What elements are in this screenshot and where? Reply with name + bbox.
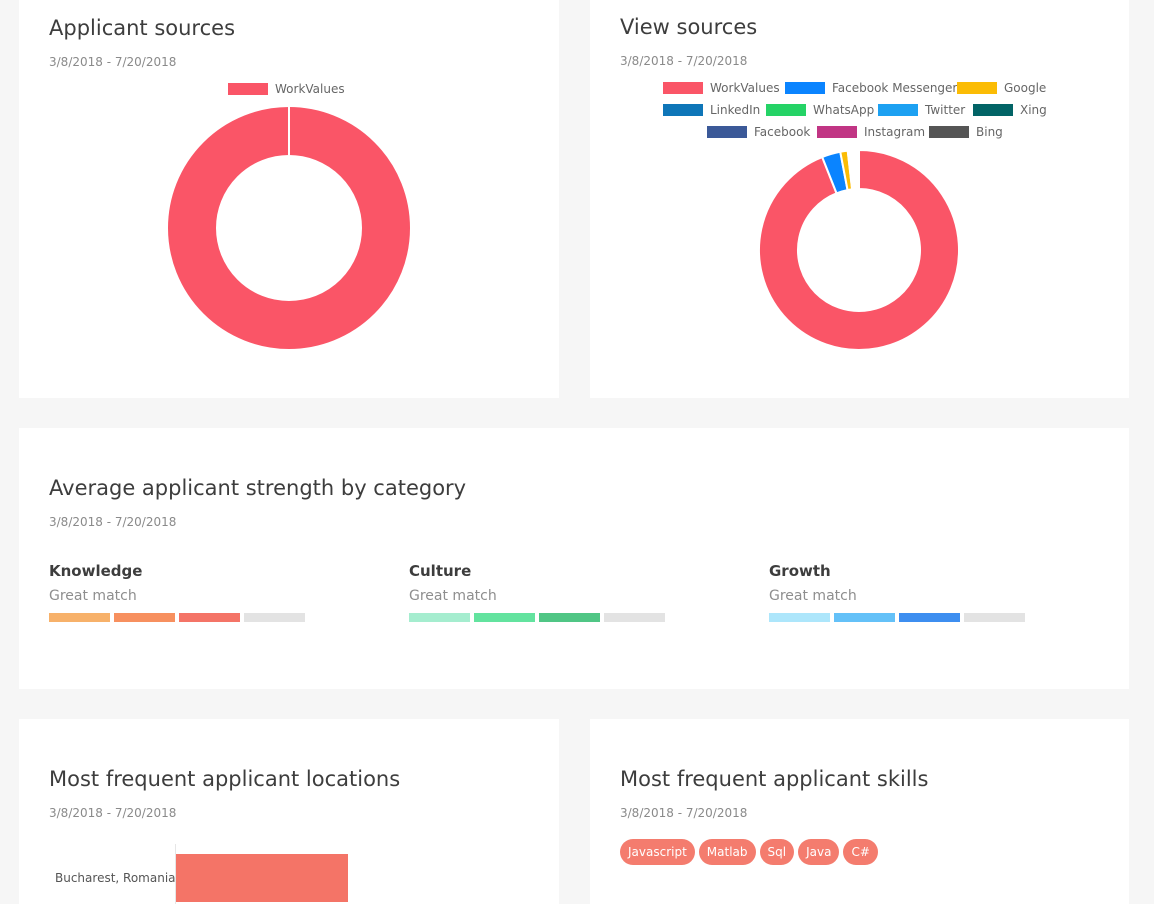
legend-item-facebook-messenger[interactable]: Facebook Messenger [785, 81, 957, 95]
strength-segment [49, 613, 110, 622]
strength-meter [409, 613, 709, 622]
legend-swatch [973, 104, 1013, 116]
skills-card: Most frequent applicant skills 3/8/2018 … [590, 719, 1129, 904]
legend-item-workvalues[interactable]: WorkValues [663, 81, 780, 95]
legend-label: Xing [1020, 103, 1047, 117]
category-knowledge: Knowledge Great match [49, 562, 349, 622]
legend-item-workvalues[interactable]: WorkValues [228, 82, 345, 96]
legend-label: WorkValues [710, 81, 780, 95]
strength-segment [769, 613, 830, 622]
legend-label: LinkedIn [710, 103, 761, 117]
strength-segment [539, 613, 600, 622]
strength-segment [899, 613, 960, 622]
locations-card: Most frequent applicant locations 3/8/20… [19, 719, 559, 904]
legend-label: Bing [976, 125, 1003, 139]
view-sources-card: View sources 3/8/2018 - 7/20/2018 WorkVa… [590, 0, 1129, 398]
view-sources-donut-chart [758, 148, 960, 351]
legend-swatch [663, 82, 703, 94]
legend-swatch [707, 126, 747, 138]
category-growth: Growth Great match [769, 562, 1069, 622]
strength-meter [49, 613, 349, 622]
legend-item-whatsapp[interactable]: WhatsApp [766, 103, 874, 117]
strength-title: Average applicant strength by category [49, 476, 467, 500]
legend-swatch [663, 104, 703, 116]
legend-swatch [957, 82, 997, 94]
strength-segment [179, 613, 240, 622]
strength-segment [409, 613, 470, 622]
locations-title: Most frequent applicant locations [49, 767, 401, 791]
legend-swatch [766, 104, 806, 116]
skill-tag[interactable]: Java [798, 839, 840, 865]
applicant-sources-donut-chart [168, 107, 410, 349]
donut-slice-bing[interactable] [856, 148, 860, 191]
category-name: Knowledge [49, 562, 143, 580]
legend-swatch [878, 104, 918, 116]
skills-tag-list: Javascript Matlab Sql Java C# [620, 839, 882, 865]
skill-tag[interactable]: Javascript [620, 839, 695, 865]
strength-segment [604, 613, 665, 622]
bar-label-bucharest: Bucharest, Romania [55, 871, 176, 885]
legend-item-twitter[interactable]: Twitter [878, 103, 965, 117]
legend-item-xing[interactable]: Xing [973, 103, 1047, 117]
category-match: Great match [49, 588, 137, 604]
legend-label: Facebook Messenger [832, 81, 958, 95]
strength-segment [474, 613, 535, 622]
legend-swatch [817, 126, 857, 138]
strength-meter [769, 613, 1069, 622]
legend-item-instagram[interactable]: Instagram [817, 125, 925, 139]
donut-slice-workvalues[interactable] [168, 107, 410, 349]
strength-segment [964, 613, 1025, 622]
legend-swatch [228, 83, 268, 95]
skill-tag[interactable]: C# [843, 839, 878, 865]
skill-tag[interactable]: Matlab [698, 839, 756, 865]
category-match: Great match [409, 588, 497, 604]
category-match: Great match [769, 588, 857, 604]
strength-card: Average applicant strength by category 3… [19, 428, 1129, 689]
legend-swatch [785, 82, 825, 94]
legend-label: Instagram [864, 125, 926, 139]
applicant-sources-date: 3/8/2018 - 7/20/2018 [49, 55, 177, 69]
applicant-sources-card: Applicant sources 3/8/2018 - 7/20/2018 W… [19, 0, 559, 398]
donut-slice-workvalues[interactable] [758, 148, 960, 351]
category-name: Growth [769, 562, 831, 580]
legend-item-google[interactable]: Google [957, 81, 1046, 95]
legend-item-linkedin[interactable]: LinkedIn [663, 103, 760, 117]
legend-item-bing[interactable]: Bing [929, 125, 1003, 139]
legend-label: Facebook [754, 125, 811, 139]
category-culture: Culture Great match [409, 562, 709, 622]
skill-tag[interactable]: Sql [759, 839, 795, 865]
skills-date: 3/8/2018 - 7/20/2018 [620, 806, 748, 820]
strength-segment [244, 613, 305, 622]
legend-swatch [929, 126, 969, 138]
skills-title: Most frequent applicant skills [620, 767, 929, 791]
strength-segment [114, 613, 175, 622]
locations-date: 3/8/2018 - 7/20/2018 [49, 806, 177, 820]
bar-bucharest[interactable] [176, 854, 348, 902]
locations-bar-chart [175, 844, 348, 904]
view-sources-date: 3/8/2018 - 7/20/2018 [620, 54, 748, 68]
applicant-sources-title: Applicant sources [49, 16, 236, 40]
legend-item-facebook[interactable]: Facebook [707, 125, 810, 139]
view-sources-title: View sources [620, 15, 758, 39]
strength-segment [834, 613, 895, 622]
legend-label: WorkValues [275, 82, 345, 96]
legend-label: Google [1004, 81, 1047, 95]
legend-label: Twitter [925, 103, 966, 117]
category-name: Culture [409, 562, 472, 580]
legend-label: WhatsApp [813, 103, 875, 117]
strength-date: 3/8/2018 - 7/20/2018 [49, 515, 177, 529]
